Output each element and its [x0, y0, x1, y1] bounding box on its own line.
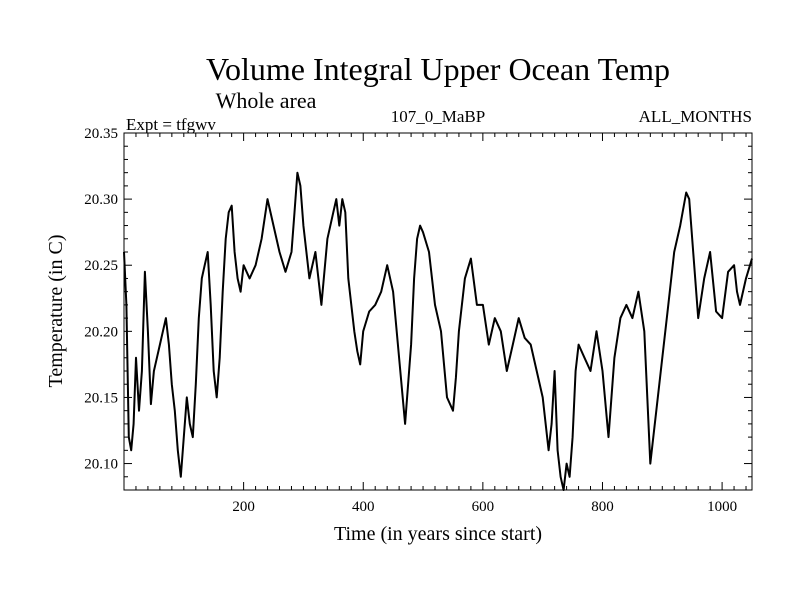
run-label: 107_0_MaBP [391, 107, 485, 126]
y-tick-label: 20.10 [84, 457, 118, 473]
x-tick-label: 600 [472, 499, 495, 515]
y-tick-label: 20.20 [84, 324, 118, 340]
y-tick-label: 20.15 [84, 390, 118, 406]
experiment-label: Expt = tfgwv [126, 115, 216, 134]
y-tick-label: 20.35 [84, 126, 118, 142]
x-tick-label: 1000 [707, 499, 737, 515]
months-label: ALL_MONTHS [639, 107, 752, 126]
x-tick-label: 200 [232, 499, 255, 515]
x-axis-minor-ticks [135, 133, 747, 490]
x-axis-ticks [243, 133, 723, 490]
x-tick-label: 400 [352, 499, 375, 515]
chart-subtitle: Whole area [216, 88, 317, 113]
x-axis-tick-labels: 200 400 600 800 1000 [232, 499, 737, 515]
plot-area-frame [123, 132, 753, 491]
chart-title: Volume Integral Upper Ocean Temp [206, 51, 670, 87]
temperature-series-line [123, 171, 753, 491]
y-axis-tick-labels: 20.10 20.15 20.20 20.25 20.30 20.35 [84, 126, 118, 473]
y-axis-ticks [124, 132, 752, 465]
y-tick-label: 20.25 [84, 258, 118, 274]
y-axis-label: Temperature (in C) [45, 235, 67, 388]
y-tick-label: 20.30 [84, 192, 118, 208]
x-axis-label: Time (in years since start) [334, 523, 542, 545]
x-tick-label: 800 [591, 499, 614, 515]
